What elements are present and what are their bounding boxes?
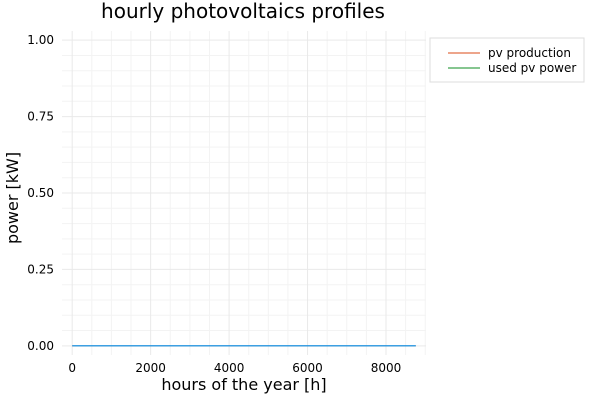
y-tick-label: 1.00 <box>27 33 54 47</box>
chart-title: hourly photovoltaics profiles <box>101 0 385 23</box>
y-tick-label: 0.75 <box>27 110 54 124</box>
y-axis-label: power [kW] <box>3 152 22 244</box>
x-tick-label: 4000 <box>214 361 245 375</box>
y-tick-label: 0.50 <box>27 186 54 200</box>
x-tick-label: 0 <box>68 361 76 375</box>
x-axis-label: hours of the year [h] <box>161 375 326 394</box>
legend-label: pv production <box>488 46 571 60</box>
legend-box <box>429 37 585 83</box>
y-tick-label: 0.25 <box>27 262 54 276</box>
y-tick-label: 0.00 <box>27 339 54 353</box>
x-tick-label: 8000 <box>371 361 402 375</box>
x-tick-label: 6000 <box>292 361 323 375</box>
x-tick-label: 2000 <box>135 361 166 375</box>
plot-area: 0 2000 4000 6000 8000 0.00 0.25 0.50 0.75 1.00 <box>27 31 426 375</box>
legend-label: used pv power <box>488 61 576 75</box>
